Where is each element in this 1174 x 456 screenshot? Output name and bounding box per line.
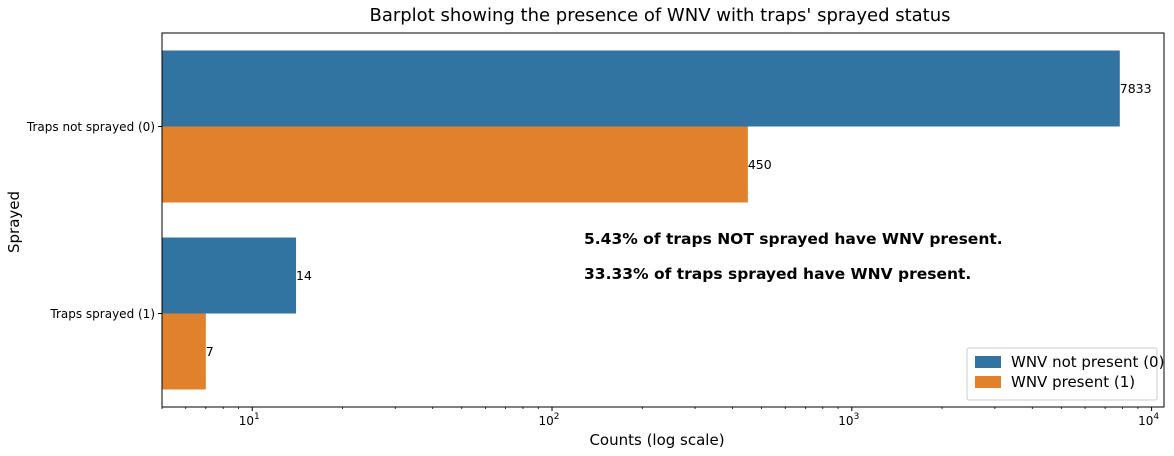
plot-area: 7833 450 Traps not sprayed (0) 14 7 Traps spr… xyxy=(26,32,1165,428)
bar-value-label: 7 xyxy=(206,344,214,359)
legend-swatch xyxy=(975,356,1001,368)
legend-box xyxy=(966,347,1158,401)
x-axis-label: Counts (log scale) xyxy=(589,431,724,449)
y-tick-label: Traps not sprayed (0) xyxy=(26,120,155,134)
bar-0-0 xyxy=(162,50,1120,127)
legend-entry: WNV present (1) xyxy=(1011,373,1135,391)
x-tick-label: 101 xyxy=(239,412,260,428)
x-tick-label: 104 xyxy=(1138,412,1159,428)
bar-value-label: 7833 xyxy=(1120,81,1152,96)
bar-value-label: 14 xyxy=(296,268,312,283)
x-tick-label: 102 xyxy=(539,412,560,428)
bar-1-1 xyxy=(162,313,206,390)
legend-entry: WNV not present (0) xyxy=(1011,353,1164,371)
bar-0-1 xyxy=(162,126,748,203)
y-tick-label: Traps sprayed (1) xyxy=(49,307,155,321)
bar-value-label: 450 xyxy=(748,157,772,172)
bar-1-0 xyxy=(162,237,297,314)
chart-title: Barplot showing the presence of WNV with… xyxy=(369,5,950,26)
axes-frame xyxy=(161,32,1165,408)
y-axis-label: Sprayed xyxy=(5,191,23,253)
annotation-text: 5.43% of traps NOT sprayed have WNV pres… xyxy=(584,230,1003,248)
annotation-text: 33.33% of traps sprayed have WNV present… xyxy=(584,265,971,283)
legend-swatch xyxy=(975,376,1001,388)
x-tick-label: 103 xyxy=(838,412,859,428)
